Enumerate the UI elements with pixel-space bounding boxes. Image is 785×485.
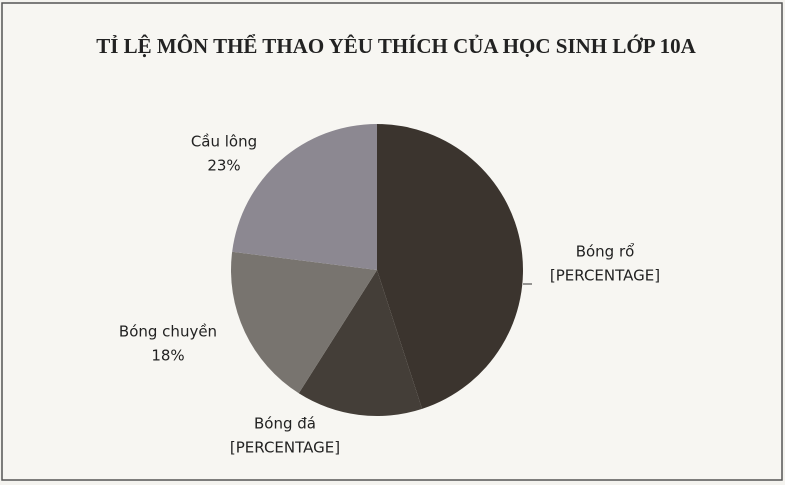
slice-label: Bóng chuyền — [119, 323, 217, 341]
slice-value-label: 18% — [151, 347, 184, 365]
pie-slice — [377, 124, 523, 409]
slice-label: Cầu lông — [191, 133, 257, 151]
slice-label: Bóng đá — [254, 415, 316, 433]
pie-slice — [231, 251, 377, 394]
chart-title: TỈ LỆ MÔN THỂ THAO YÊU THÍCH CỦA HỌC SIN… — [96, 34, 696, 58]
pie-slice — [232, 124, 377, 270]
slice-label: Bóng rổ — [576, 243, 635, 261]
slice-value-label: 23% — [207, 157, 240, 175]
pie-slice — [298, 270, 423, 417]
slice-value-label: [PERCENTAGE] — [550, 267, 660, 285]
slice-value-label: [PERCENTAGE] — [230, 439, 340, 457]
